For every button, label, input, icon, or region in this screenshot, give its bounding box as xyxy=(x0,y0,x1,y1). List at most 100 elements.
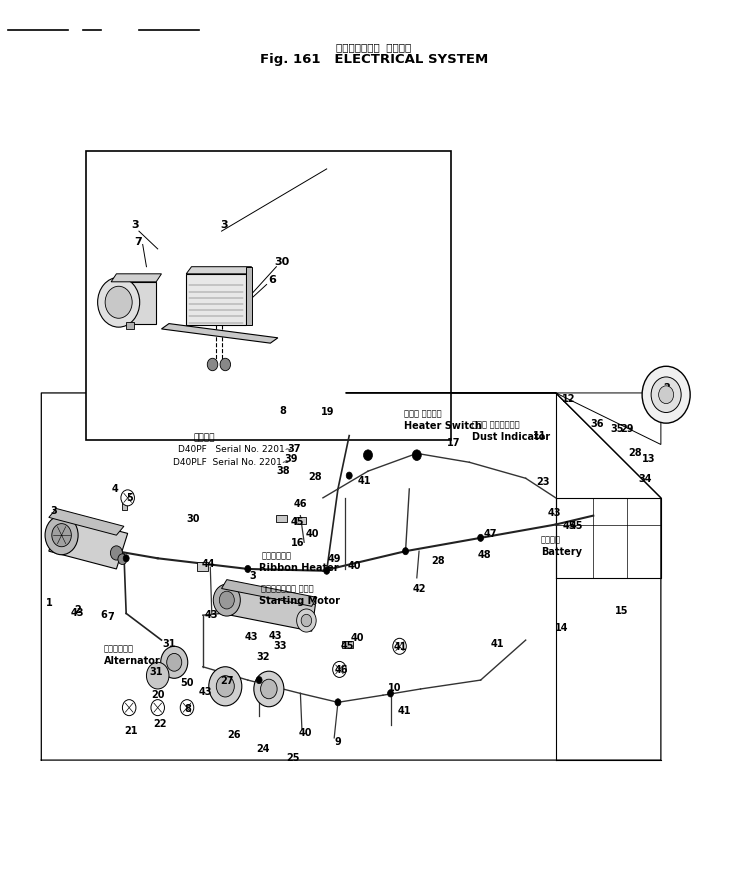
Circle shape xyxy=(98,277,140,327)
Circle shape xyxy=(118,554,127,565)
Text: 10: 10 xyxy=(388,683,401,693)
Bar xyxy=(111,282,156,324)
Text: Dust Indicator: Dust Indicator xyxy=(472,432,550,443)
Text: 44: 44 xyxy=(201,558,215,569)
Text: Battery: Battery xyxy=(541,547,582,557)
Text: 8: 8 xyxy=(279,405,286,416)
Circle shape xyxy=(167,653,182,671)
Text: 2: 2 xyxy=(664,382,670,393)
Polygon shape xyxy=(246,267,252,325)
Circle shape xyxy=(161,646,188,678)
Circle shape xyxy=(209,667,242,706)
Text: 26: 26 xyxy=(228,730,241,741)
Circle shape xyxy=(346,472,352,479)
Circle shape xyxy=(651,377,681,412)
Text: 40: 40 xyxy=(351,633,364,644)
Circle shape xyxy=(261,679,277,699)
Text: 1: 1 xyxy=(46,597,52,608)
Circle shape xyxy=(659,386,674,404)
Text: D40PLF  Serial No. 2201∼: D40PLF Serial No. 2201∼ xyxy=(173,458,289,467)
Polygon shape xyxy=(49,516,128,569)
Bar xyxy=(122,500,127,510)
Text: 4: 4 xyxy=(112,484,118,494)
Text: 39: 39 xyxy=(285,453,298,464)
Polygon shape xyxy=(222,587,315,631)
Circle shape xyxy=(412,450,421,461)
Text: 33: 33 xyxy=(273,641,287,652)
Bar xyxy=(197,562,208,571)
Text: 36: 36 xyxy=(590,419,604,429)
Text: Ribbon Heater: Ribbon Heater xyxy=(259,563,339,573)
Text: 29: 29 xyxy=(620,424,634,435)
Circle shape xyxy=(110,546,122,560)
Text: 15: 15 xyxy=(615,605,629,616)
Text: バッテリ: バッテリ xyxy=(541,535,561,544)
Text: 20: 20 xyxy=(151,690,164,701)
Circle shape xyxy=(478,534,484,541)
Text: 45: 45 xyxy=(570,521,584,532)
Text: 6: 6 xyxy=(268,275,276,285)
Circle shape xyxy=(52,524,71,547)
Text: 3: 3 xyxy=(51,506,57,517)
Text: 45: 45 xyxy=(340,641,354,652)
Text: 5: 5 xyxy=(126,493,132,503)
Text: 7: 7 xyxy=(134,236,142,247)
Circle shape xyxy=(123,555,129,562)
Text: 28: 28 xyxy=(309,471,322,482)
Text: 9: 9 xyxy=(335,737,341,748)
Text: 28: 28 xyxy=(629,448,642,459)
Circle shape xyxy=(642,366,690,423)
Text: 3: 3 xyxy=(220,220,228,230)
Text: 40: 40 xyxy=(298,727,312,738)
Text: 45: 45 xyxy=(291,517,304,527)
Text: オルタネータ: オルタネータ xyxy=(104,645,134,653)
Bar xyxy=(126,322,134,329)
Circle shape xyxy=(122,700,136,716)
Text: Fig. 161   ELECTRICAL SYSTEM: Fig. 161 ELECTRICAL SYSTEM xyxy=(260,53,488,66)
Text: 13: 13 xyxy=(642,453,656,464)
Text: 3: 3 xyxy=(250,571,256,581)
Text: 28: 28 xyxy=(431,556,445,566)
Circle shape xyxy=(213,584,240,616)
Polygon shape xyxy=(186,267,252,274)
Text: 30: 30 xyxy=(274,257,289,268)
Circle shape xyxy=(180,700,194,716)
Circle shape xyxy=(207,358,218,371)
Bar xyxy=(296,517,306,524)
Text: 14: 14 xyxy=(555,622,569,633)
Text: 45: 45 xyxy=(562,521,576,532)
Text: 2: 2 xyxy=(74,605,80,615)
Text: 30: 30 xyxy=(186,514,200,525)
Text: 41: 41 xyxy=(397,706,411,717)
Circle shape xyxy=(363,450,372,461)
Text: ダスト インジケータ: ダスト インジケータ xyxy=(472,420,519,429)
Text: D40PF   Serial No. 2201∼: D40PF Serial No. 2201∼ xyxy=(178,445,292,454)
Text: 34: 34 xyxy=(638,474,652,485)
Text: 24: 24 xyxy=(256,743,270,754)
Circle shape xyxy=(333,661,346,677)
Text: 38: 38 xyxy=(276,466,290,477)
Text: 37: 37 xyxy=(288,444,301,454)
Polygon shape xyxy=(161,324,278,343)
Text: 41: 41 xyxy=(490,638,504,649)
Text: エレクトリカル  システム: エレクトリカル システム xyxy=(336,42,412,52)
Circle shape xyxy=(403,548,409,555)
Text: 42: 42 xyxy=(412,583,426,594)
Text: 12: 12 xyxy=(562,394,575,404)
Circle shape xyxy=(146,662,169,689)
Circle shape xyxy=(245,565,251,573)
Text: 8: 8 xyxy=(184,703,192,714)
Text: スターティング モータ: スターティング モータ xyxy=(261,584,314,593)
Text: 32: 32 xyxy=(256,652,270,662)
Text: 16: 16 xyxy=(291,538,304,549)
Circle shape xyxy=(121,490,134,506)
Text: 6: 6 xyxy=(101,610,107,621)
Text: 43: 43 xyxy=(199,686,213,697)
Text: 3: 3 xyxy=(131,220,139,230)
Bar xyxy=(86,151,451,440)
Circle shape xyxy=(151,700,164,716)
Text: 48: 48 xyxy=(478,549,491,560)
Text: 22: 22 xyxy=(153,718,167,729)
Text: Heater Switch: Heater Switch xyxy=(404,420,482,431)
Text: 25: 25 xyxy=(286,753,300,764)
